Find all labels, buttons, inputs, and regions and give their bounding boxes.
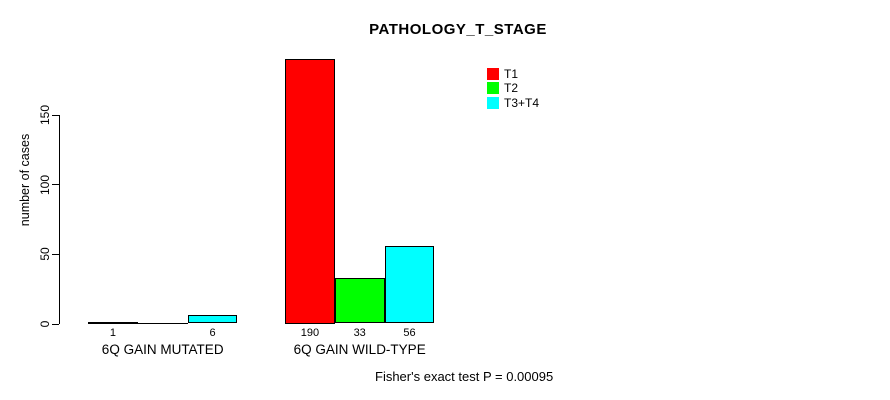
- legend-item-label: T3+T4: [504, 95, 540, 110]
- y-axis-tick: [51, 323, 59, 325]
- bar-value-label: 1: [109, 327, 116, 339]
- y-axis-label: number of cases: [18, 133, 32, 227]
- legend-item-label: T2: [504, 81, 519, 96]
- bar-value-label: 56: [403, 327, 416, 339]
- pvalue-annotation: Fisher's exact test P = 0.00095: [375, 369, 554, 384]
- bar-t3+t4: [384, 245, 435, 324]
- bar-t3+t4: [187, 315, 238, 324]
- category-label: 6Q GAIN MUTATED: [101, 342, 224, 357]
- legend: T1 T2 T3+T4: [487, 65, 540, 110]
- bar-value-label: 6: [209, 327, 216, 339]
- y-axis-tick: [51, 253, 59, 256]
- legend-item-label: T1: [504, 66, 519, 81]
- bar-t1: [88, 322, 138, 325]
- y-axis-tick-label: 150: [38, 105, 52, 126]
- bar-t1: [285, 59, 335, 324]
- legend-swatch-icon: [487, 67, 499, 80]
- bar-value-label: 190: [300, 327, 320, 339]
- bar-t2: [334, 277, 385, 324]
- chart-title: PATHOLOGY_T_STAGE: [369, 21, 547, 38]
- y-axis-tick-label: 0: [38, 320, 52, 328]
- y-axis-tick: [51, 184, 59, 186]
- y-axis-tick-label: 50: [38, 247, 52, 262]
- bar-value-label: 33: [353, 327, 366, 339]
- y-axis-tick: [51, 114, 59, 116]
- bar-t2: [137, 322, 188, 324]
- legend-item-t1: T1: [487, 65, 539, 81]
- legend-item-t2: T2: [487, 80, 539, 95]
- category-label: 6Q GAIN WILD-TYPE: [293, 342, 426, 357]
- legend-swatch-icon: [487, 82, 499, 95]
- legend-item-t3+t4: T3+T4: [487, 94, 540, 110]
- y-axis-tick-label: 100: [38, 174, 52, 195]
- legend-swatch-icon: [487, 96, 499, 109]
- y-axis-line: [58, 114, 60, 325]
